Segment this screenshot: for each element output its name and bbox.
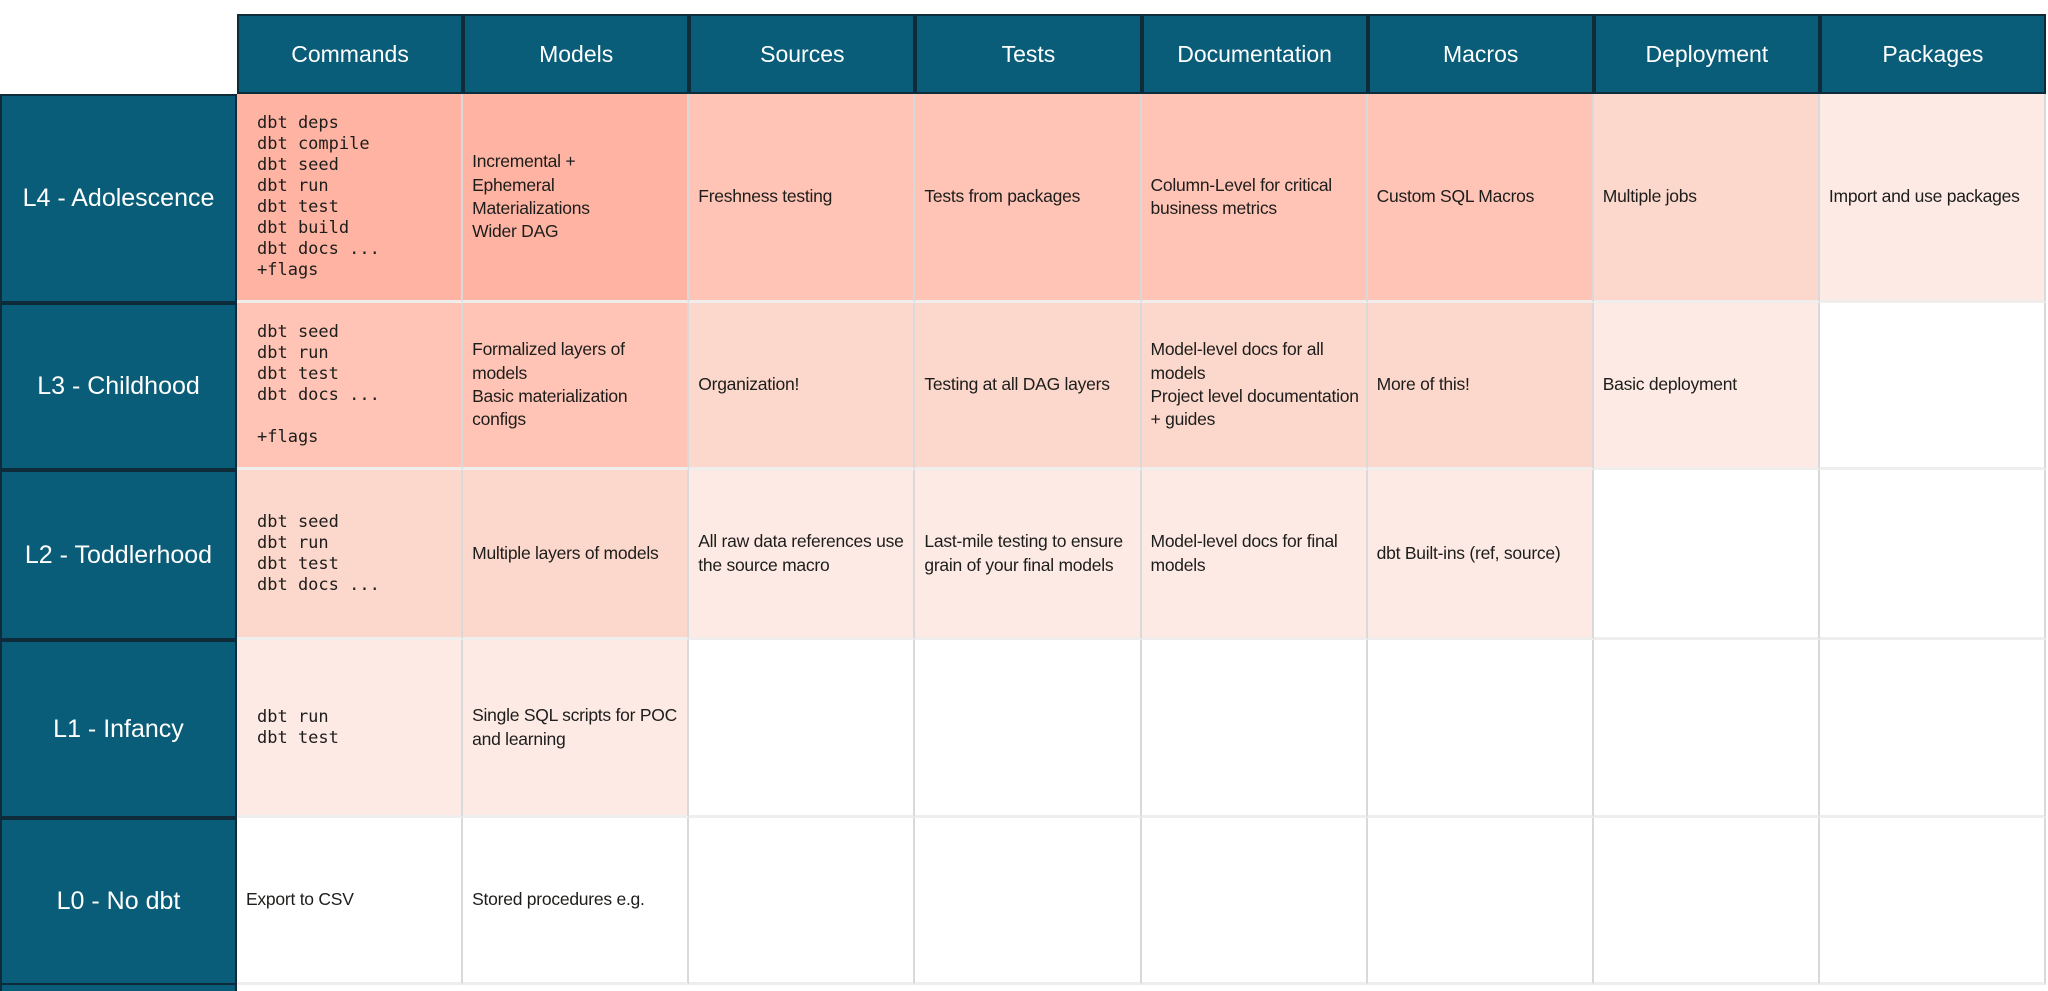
cell-l2-tests: Last-mile testing to ensure grain of you… [915,470,1142,640]
cell-l1-sources [689,640,916,818]
cell-l3-sources: Organization! [689,303,916,470]
cell-l4-deployment: Multiple jobs [1593,94,1820,303]
cell-l4-sources: Freshness testing [689,94,916,303]
cell-l4-models: Incremental + Ephemeral Materializations… [463,94,690,303]
cell-l0-documentation [1141,818,1368,985]
column-header-commands: Commands [237,14,464,94]
cell-l1-macros [1367,640,1594,818]
cell-l0-macros [1367,818,1594,985]
cell-l1-documentation [1141,640,1368,818]
cell-l4-documentation: Column-Level for critical business metri… [1141,94,1368,303]
cell-l2-documentation: Model-level docs for final models [1141,470,1368,640]
cell-l2-models: Multiple layers of models [463,470,690,640]
label-column-stub [0,985,237,991]
cell-l4-macros: Custom SQL Macros [1367,94,1594,303]
cell-l1-commands: dbt run dbt test [237,640,464,818]
cell-l0-commands: Export to CSV [237,818,464,985]
column-header-macros: Macros [1367,14,1594,94]
row-label-l4: L4 - Adolescence [0,94,237,303]
cell-l0-tests [915,818,1142,985]
column-header-models: Models [463,14,690,94]
cell-l3-commands: dbt seed dbt run dbt test dbt docs ... +… [237,303,464,470]
cell-l0-sources [689,818,916,985]
column-header-deployment: Deployment [1593,14,1820,94]
cell-l1-tests [915,640,1142,818]
cell-l2-deployment [1593,470,1820,640]
cell-l3-packages [1819,303,2046,470]
row-label-l1: L1 - Infancy [0,640,237,818]
maturity-matrix-table: Commands Models Sources Tests Documentat… [0,14,2046,991]
cell-l4-tests: Tests from packages [915,94,1142,303]
cell-l3-tests: Testing at all DAG layers [915,303,1142,470]
row-label-l3: L3 - Childhood [0,303,237,470]
cell-l0-deployment [1593,818,1820,985]
cell-l3-deployment: Basic deployment [1593,303,1820,470]
cell-l3-documentation: Model-level docs for all models Project … [1141,303,1368,470]
cell-l2-packages [1819,470,2046,640]
cell-l0-models: Stored procedures e.g. [463,818,690,985]
column-header-packages: Packages [1819,14,2046,94]
cell-l0-packages [1819,818,2046,985]
column-header-sources: Sources [689,14,916,94]
cell-l4-commands: dbt deps dbt compile dbt seed dbt run db… [237,94,464,303]
column-header-documentation: Documentation [1141,14,1368,94]
row-label-l2: L2 - Toddlerhood [0,470,237,640]
cell-l3-macros: More of this! [1367,303,1594,470]
column-header-tests: Tests [915,14,1142,94]
cell-l3-models: Formalized layers of models Basic materi… [463,303,690,470]
cell-l1-deployment [1593,640,1820,818]
corner-spacer [0,14,237,94]
cell-l1-packages [1819,640,2046,818]
cell-l2-sources: All raw data references use the source m… [689,470,916,640]
cell-l1-models: Single SQL scripts for POC and learning [463,640,690,818]
cell-l2-commands: dbt seed dbt run dbt test dbt docs ... [237,470,464,640]
row-label-l0: L0 - No dbt [0,818,237,985]
cell-l4-packages: Import and use packages [1819,94,2046,303]
cell-l2-macros: dbt Built-ins (ref, source) [1367,470,1594,640]
